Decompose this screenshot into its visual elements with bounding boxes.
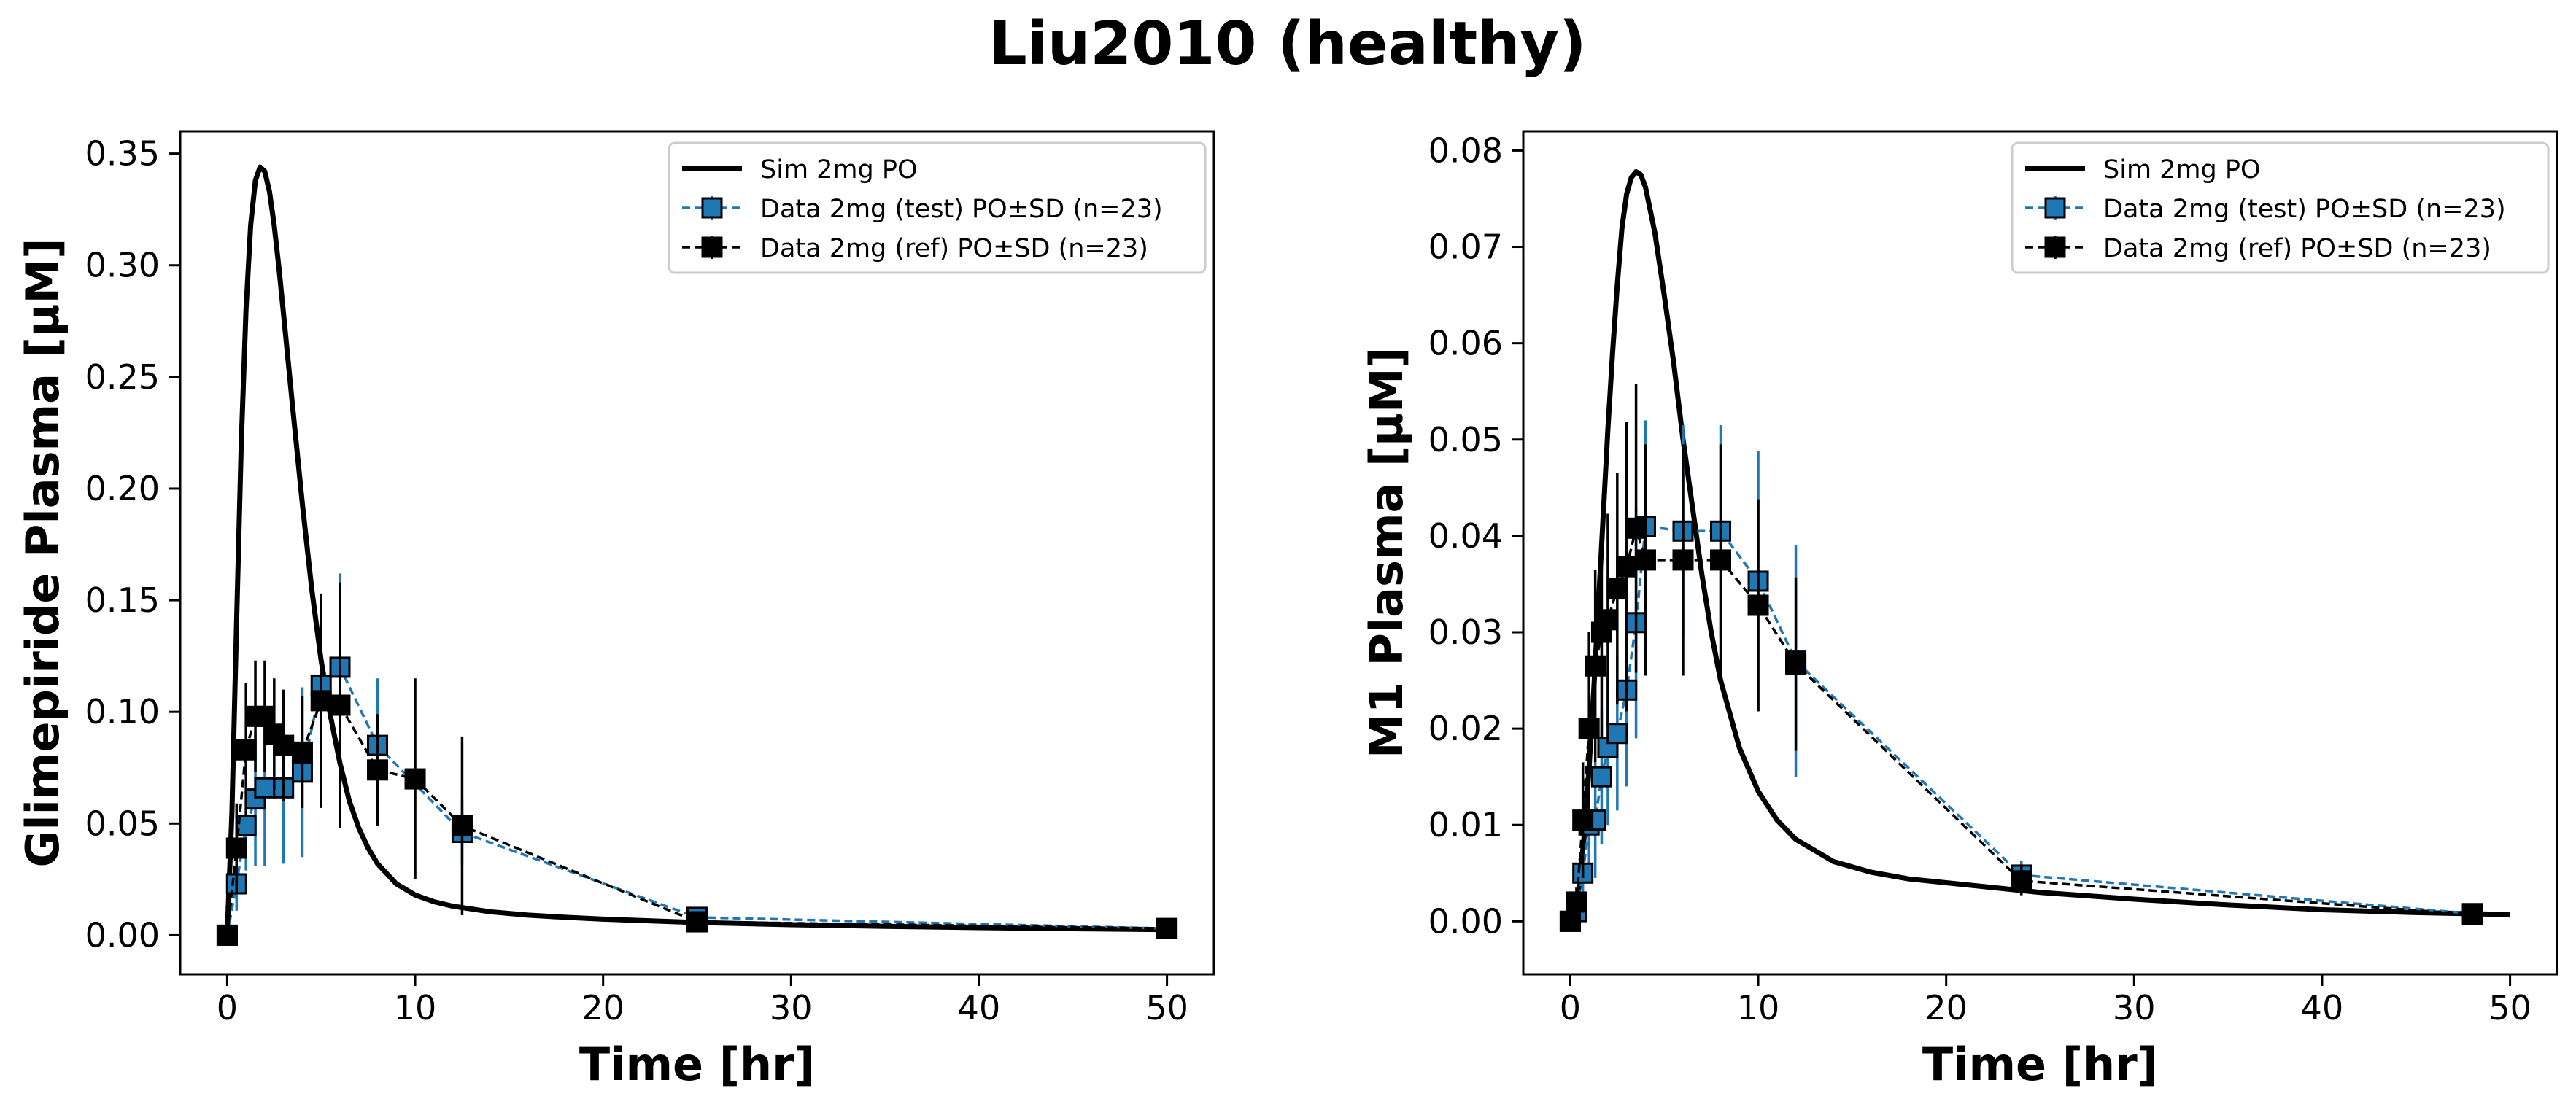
x-axis-label: Time [hr] [1922, 1038, 2158, 1091]
legend-label: Data 2mg (ref) PO±SD (n=23) [2103, 234, 2491, 263]
legend-item: Data 2mg (test) PO±SD (n=23) [2025, 195, 2506, 224]
legend-label: Data 2mg (ref) PO±SD (n=23) [760, 234, 1148, 263]
panel-m1: 0 10 20 30 40 50 0.00 0.01 0.02 0.03 0.04 0.05 0.06 0… [1360, 130, 2558, 1091]
data-point [273, 734, 295, 756]
x-tick-label: 30 [2113, 988, 2156, 1028]
data-point [1597, 609, 1619, 631]
data-point [225, 837, 247, 859]
sim-line [1568, 169, 2510, 922]
data-point [1585, 655, 1606, 677]
data-point [1566, 891, 1587, 913]
y-tick-label: 0.01 [1428, 805, 1503, 844]
x-tick-label: 50 [1145, 988, 1188, 1028]
data-point [1572, 809, 1594, 831]
data-point [2461, 904, 2483, 925]
x-tick-label: 40 [958, 988, 1001, 1028]
y-tick-label: 0.25 [85, 357, 160, 397]
data-point [235, 739, 257, 761]
data-point [451, 815, 473, 836]
data-point [254, 705, 276, 727]
series-sim [1568, 169, 2510, 922]
y-axis-label: Glimepiride Plasma [µM] [16, 238, 69, 868]
data-point [1785, 653, 1807, 675]
y-tick-label: 0.10 [85, 692, 160, 731]
legend: Sim 2mg PO Data 2mg (test) PO±SD (n=23) Da… [2011, 141, 2550, 274]
x-tick-label: 40 [2301, 988, 2344, 1028]
y-tick-label: 0.05 [1428, 420, 1503, 459]
legend-item: Data 2mg (test) PO±SD (n=23) [682, 195, 1163, 224]
data-point [367, 759, 389, 781]
y-tick-label: 0.08 [1428, 131, 1503, 170]
legend-item: Sim 2mg PO [682, 155, 918, 184]
data-point [1590, 766, 1612, 788]
data-point [1616, 556, 1638, 578]
data-point [216, 924, 238, 946]
y-tick-label: 0.02 [1428, 709, 1503, 748]
x-tick-label: 10 [1737, 988, 1780, 1028]
data-point [291, 741, 313, 763]
data-point [329, 694, 351, 716]
x-tick-label: 10 [394, 988, 437, 1028]
data-point [1156, 917, 1178, 939]
legend-box [668, 141, 1207, 274]
legend-item: Data 2mg (ref) PO±SD (n=23) [682, 234, 1148, 263]
legend-label: Sim 2mg PO [760, 155, 918, 184]
legend-marker [2044, 236, 2066, 258]
y-tick-label: 0.35 [85, 134, 160, 174]
x-tick-label: 50 [2488, 988, 2531, 1028]
x-tick-label: 0 [217, 988, 238, 1028]
x-tick-label: 20 [581, 988, 624, 1028]
legend-marker [2044, 197, 2066, 219]
legend-marker [701, 236, 723, 258]
data-point [1606, 723, 1628, 745]
x-axis-label: Time [hr] [579, 1038, 815, 1091]
axes-frame [1522, 130, 2558, 976]
y-tick-label: 0.30 [85, 246, 160, 285]
data-point [1578, 718, 1600, 739]
legend-label: Data 2mg (test) PO±SD (n=23) [2103, 195, 2506, 224]
x-tick-label: 30 [770, 988, 813, 1028]
y-tick-label: 0.03 [1428, 613, 1503, 652]
y-tick-label: 0.04 [1428, 516, 1503, 556]
data-point [404, 768, 426, 790]
legend-item: Data 2mg (ref) PO±SD (n=23) [2025, 234, 2491, 263]
legend-marker [701, 197, 723, 219]
figure-title: Liu2010 (healthy) [989, 9, 1587, 79]
data-point [1747, 594, 1769, 616]
data-point [310, 690, 332, 712]
data-point [1559, 910, 1581, 932]
plot-area [216, 164, 1178, 946]
data-point [686, 911, 708, 933]
series-ref [216, 582, 1178, 946]
y-tick-label: 0.00 [1428, 901, 1503, 941]
plot-area [1559, 169, 2510, 932]
data-point [1634, 549, 1656, 571]
x-tick-label: 0 [1560, 988, 1581, 1028]
y-tick-label: 0.15 [85, 580, 160, 620]
legend-item: Sim 2mg PO [2025, 155, 2261, 184]
data-point [1625, 517, 1647, 539]
legend: Sim 2mg PO Data 2mg (test) PO±SD (n=23) Da… [668, 141, 1207, 274]
data-point [1672, 549, 1694, 571]
data-point [1606, 578, 1628, 600]
legend-box [2011, 141, 2550, 274]
y-tick-label: 0.05 [85, 804, 160, 843]
series-ref [1559, 384, 2483, 932]
data-point [254, 777, 276, 799]
y-tick-label: 0.07 [1428, 228, 1503, 267]
x-tick-label: 20 [1925, 988, 1968, 1028]
data-point [1710, 549, 1732, 571]
data-point [2011, 870, 2032, 892]
axes-frame [179, 130, 1215, 976]
y-axis-label: M1 Plasma [µM] [1360, 347, 1413, 758]
y-tick-label: 0.00 [85, 915, 160, 955]
panel-glimepiride: 0 10 20 30 40 50 0.00 0.05 0.10 0.15 0.20 0.25 0.30 0… [16, 130, 1215, 1091]
legend-label: Sim 2mg PO [2103, 155, 2261, 184]
y-tick-label: 0.20 [85, 469, 160, 508]
y-tick-label: 0.06 [1428, 324, 1503, 363]
legend-label: Data 2mg (test) PO±SD (n=23) [760, 195, 1163, 224]
